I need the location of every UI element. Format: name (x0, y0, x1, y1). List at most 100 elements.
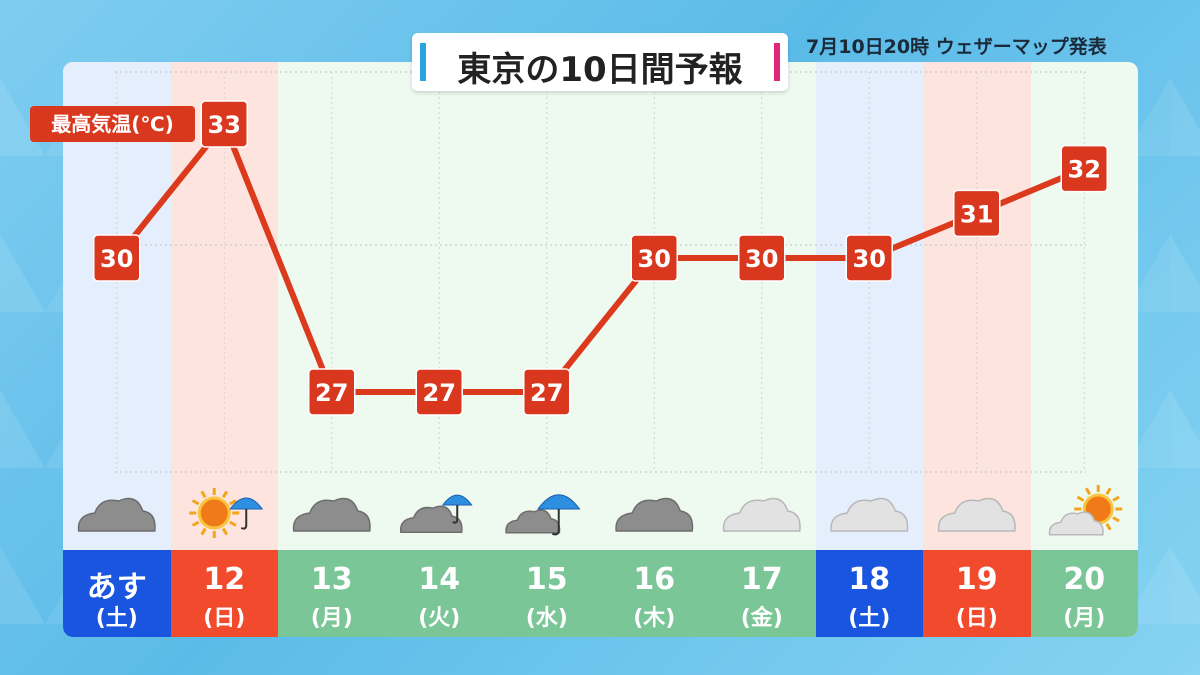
umbrella-canopy (536, 494, 581, 510)
weekday-label: (土) (95, 606, 138, 631)
issued-timestamp: 7月10日20時 ウェザーマップ発表 (806, 36, 1107, 58)
weekday-label: (月) (1063, 606, 1106, 631)
data-point: 27 (523, 368, 571, 416)
data-label: 27 (530, 379, 563, 407)
day-number: 14 (418, 562, 461, 597)
day-number: 16 (633, 562, 676, 597)
data-point: 30 (93, 234, 141, 282)
data-label-box (415, 368, 463, 416)
cloudy-light-icon (937, 497, 1016, 532)
temperature-line-chart: 30 33 27 27 27 30 30 30 31 32 (77, 71, 1123, 538)
day-number: 20 (1063, 562, 1106, 597)
sun-ray (229, 499, 237, 506)
sun-ray (1112, 495, 1120, 502)
cloudy-with-rain-icon (399, 494, 473, 533)
data-label: 30 (638, 245, 671, 273)
data-label-box (200, 100, 248, 148)
data-point: 30 (738, 234, 786, 282)
sun-ray (1105, 487, 1112, 496)
day-number: 18 (848, 562, 891, 597)
data-label: 31 (960, 200, 993, 228)
page-title: 東京の10日間予報 (457, 50, 743, 90)
day-number: 19 (955, 562, 998, 597)
sun-ray (200, 527, 207, 536)
data-label: 27 (423, 379, 456, 407)
weekday-label: (日) (203, 606, 246, 631)
data-label: 30 (853, 245, 886, 273)
cloudy-then-sunny-icon (1048, 485, 1123, 536)
weekday-label: (金) (740, 606, 783, 631)
day-cell: 20 (月) (1030, 550, 1138, 637)
data-label-box (523, 368, 571, 416)
data-label: 30 (100, 245, 133, 273)
day-cell: あす (土) (63, 550, 171, 637)
forecast-panel: あす (土) 12 (日) 13 (月) 14 (火) 15 (水) 16 (木) 17 (金) 18 (土)… (63, 62, 1138, 637)
sun-ray (1105, 522, 1112, 531)
data-point: 27 (308, 368, 356, 416)
cloudy-light-icon (830, 497, 909, 532)
sun-ray (191, 499, 200, 506)
cloud-shape (937, 497, 1016, 532)
data-label: 27 (315, 379, 348, 407)
weekday-label: (日) (955, 606, 998, 631)
rain-icon (505, 494, 581, 536)
data-point: 30 (845, 234, 893, 282)
weekday-label: (木) (633, 606, 676, 631)
weekday-label: (水) (525, 606, 568, 631)
data-label: 30 (745, 245, 778, 273)
umbrella-canopy (229, 497, 264, 510)
y-axis-label: 最高気温(℃) (30, 106, 195, 142)
title-box: 東京の10日間予報 (412, 33, 788, 91)
sun-ray (1112, 516, 1120, 523)
day-number: 17 (740, 562, 783, 597)
data-label-box (1060, 144, 1108, 193)
umbrella-canopy (441, 494, 473, 506)
umbrella-handle (551, 509, 560, 536)
weekday-label: (火) (418, 606, 461, 631)
data-label: 33 (208, 111, 241, 139)
cloud-shape (505, 509, 561, 534)
cloudy-icon (615, 497, 694, 532)
data-point: 32 (1060, 144, 1108, 193)
data-point: 31 (953, 189, 1001, 238)
sun-ray (1084, 487, 1092, 496)
sun-ray (191, 520, 200, 527)
data-label-box (845, 234, 893, 282)
cloudy-icon (292, 497, 371, 532)
day-number: 13 (310, 562, 353, 597)
cloud-shape (830, 497, 909, 532)
data-point: 27 (415, 368, 463, 416)
cloud-shape (615, 497, 694, 532)
cloud-shape (399, 505, 463, 533)
data-label: 32 (1068, 156, 1101, 184)
data-label-box (630, 234, 678, 282)
sun-ray (1076, 495, 1085, 502)
data-point: 30 (630, 234, 678, 282)
sun-disc (197, 496, 231, 530)
cloud-shape (1048, 511, 1104, 536)
day-cell: 19 (日) (923, 550, 1031, 637)
sunny-then-rain-icon (189, 488, 264, 538)
sun-ray (229, 520, 237, 527)
data-label-box (738, 234, 786, 282)
day-number: 12 (203, 562, 246, 597)
day-number: 15 (525, 562, 568, 597)
day-cell: 17 (金) (708, 550, 816, 637)
day-cell: 18 (土) (815, 550, 923, 637)
cloudy-light-icon (722, 497, 801, 532)
data-label-box (953, 189, 1001, 238)
cloud-shape (77, 497, 156, 532)
grid (115, 71, 1086, 473)
data-label-box (308, 368, 356, 416)
day-number: あす (86, 570, 147, 605)
sun-ray (200, 490, 207, 499)
umbrella-handle (452, 505, 459, 524)
cloud-shape (292, 497, 371, 532)
sun-ray (221, 527, 229, 536)
day-cell: 16 (木) (600, 550, 708, 637)
day-cell: 13 (月) (278, 550, 386, 637)
cloud-shape (722, 497, 801, 532)
day-cell: 14 (火) (385, 550, 493, 637)
weekday-label: (土) (848, 606, 891, 631)
day-cell: 12 (日) (170, 550, 278, 637)
